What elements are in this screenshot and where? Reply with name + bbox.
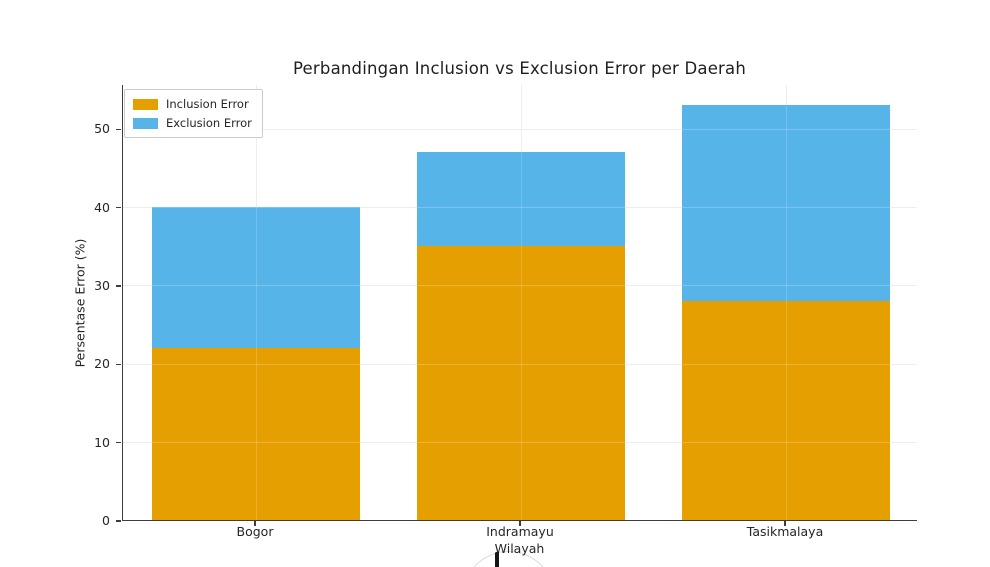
y-tick-30 <box>116 285 121 287</box>
y-axis-label: Persentase Error (%) <box>72 238 88 368</box>
legend-label-inclusion-error: Inclusion Error <box>166 97 249 111</box>
gridline-overlay-y-30 <box>123 285 917 287</box>
x-axis-label: Wilayah <box>494 541 545 556</box>
gridline-overlay-y-10 <box>123 442 917 444</box>
plot-area <box>122 85 917 521</box>
gridline-overlay-y-20 <box>123 363 917 365</box>
legend-swatch-exclusion-error <box>133 117 158 129</box>
chart-title: Perbandingan Inclusion vs Exclusion Erro… <box>293 59 746 78</box>
gridline-overlay-x-indramayu <box>520 85 522 520</box>
y-tick-50 <box>116 128 121 130</box>
gridline-overlay-y-40 <box>123 207 917 209</box>
legend-item-exclusion-error: Exclusion Error <box>133 116 252 130</box>
legend-label-exclusion-error: Exclusion Error <box>166 116 252 130</box>
y-tick-0 <box>116 520 121 522</box>
gridline-overlay-x-bogor <box>255 85 257 520</box>
legend-item-inclusion-error: Inclusion Error <box>133 97 252 111</box>
x-tick-label-bogor: Bogor <box>236 524 274 539</box>
bar-indramayu-exclusion-error <box>417 151 625 246</box>
y-tick-40 <box>116 206 121 209</box>
text-cursor-icon <box>495 552 499 567</box>
bar-bogor-inclusion-error <box>152 347 360 520</box>
y-tick-label-0: 0 <box>102 513 110 528</box>
y-tick-label-50: 50 <box>94 121 110 137</box>
gridline-y-50 <box>123 128 917 130</box>
legend-swatch-inclusion-error <box>133 98 158 110</box>
gridline-overlay-x-tasikmalaya <box>785 85 787 520</box>
bar-tasikmalaya-inclusion-error <box>682 300 890 520</box>
x-tick-tasikmalaya <box>784 521 786 526</box>
x-tick-bogor <box>254 521 256 526</box>
y-tick-20 <box>116 363 121 365</box>
y-tick-label-20: 20 <box>94 356 110 372</box>
y-tick-label-10: 10 <box>94 434 110 450</box>
bar-bogor-exclusion-error <box>152 206 360 348</box>
x-tick-label-tasikmalaya: Tasikmalaya <box>746 524 824 539</box>
gridline-overlay-y-50 <box>123 128 917 130</box>
x-tick-label-indramayu: Indramayu <box>486 524 554 539</box>
y-tick-10 <box>116 441 121 444</box>
legend: Inclusion Error Exclusion Error <box>124 89 263 138</box>
bar-indramayu-inclusion-error <box>417 245 625 520</box>
y-tick-label-40: 40 <box>94 199 110 215</box>
x-tick-indramayu <box>519 521 521 526</box>
y-tick-label-30: 30 <box>94 277 110 293</box>
bar-tasikmalaya-exclusion-error <box>682 104 890 301</box>
